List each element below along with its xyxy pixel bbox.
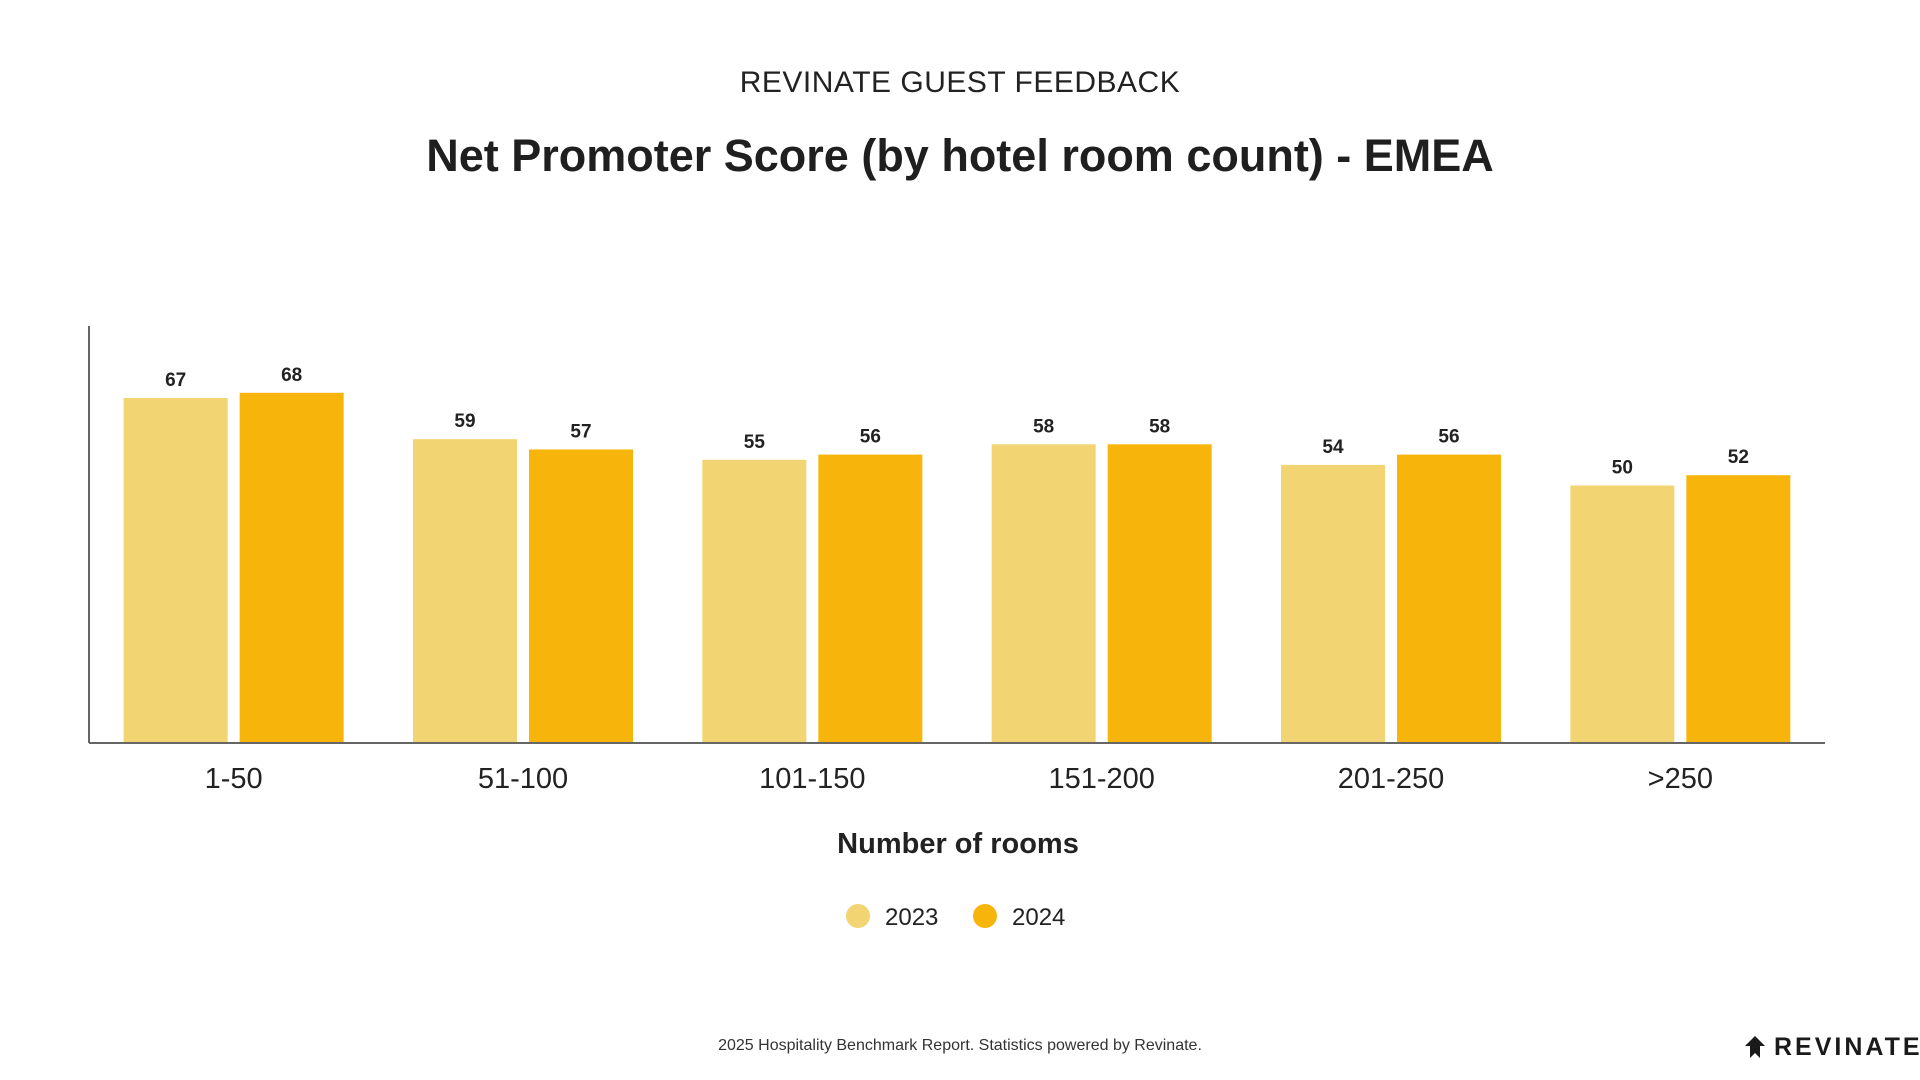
bar-2023-101-150 [702, 459, 807, 743]
data-label: 58 [1149, 416, 1170, 437]
revinate-logo: REVINATE [1744, 1032, 1920, 1061]
legend-label: 2023 [885, 904, 938, 931]
bar-2024-51-100 [529, 449, 633, 743]
data-label: 67 [165, 370, 186, 391]
data-label: 56 [860, 427, 881, 448]
x-axis-label: Number of rooms [837, 828, 1079, 860]
bar-2024-151-200 [1107, 444, 1212, 743]
legend-swatch-2023 [846, 904, 870, 928]
x-tick-label: >250 [1648, 763, 1713, 795]
x-tick-label: 201-250 [1338, 763, 1444, 795]
bar-2023-51-100 [413, 439, 517, 743]
data-label: 55 [744, 432, 766, 453]
data-label: 50 [1612, 458, 1633, 479]
chart-kicker: REVINATE GUEST FEEDBACK [739, 66, 1181, 99]
bar-2024->250 [1686, 475, 1791, 743]
data-label: 57 [570, 421, 591, 442]
data-label: 68 [281, 365, 302, 386]
labels-layer: 67 68 1-50 59 57 51-100 55 56 101-150 58 58 151-200… [165, 365, 1749, 795]
bar-2023-1-50 [123, 397, 228, 743]
bars-layer [123, 392, 1791, 743]
x-tick-label: 151-200 [1048, 763, 1154, 795]
x-tick-label: 101-150 [759, 763, 865, 795]
legend-label: 2024 [1012, 904, 1065, 931]
data-label: 56 [1438, 427, 1459, 448]
bar-2024-101-150 [818, 454, 923, 743]
x-tick-label: 51-100 [478, 763, 568, 795]
chart-title: Net Promoter Score (by hotel room count)… [426, 130, 1494, 181]
logo-wordmark: REVINATE [1774, 1032, 1920, 1061]
bar-2023-201-250 [1281, 464, 1385, 743]
data-label: 58 [1033, 416, 1054, 437]
x-tick-label: 1-50 [205, 763, 263, 795]
data-label: 59 [454, 411, 475, 432]
legend: 2023 2024 [846, 904, 1065, 931]
bar-2024-1-50 [239, 392, 344, 743]
legend-swatch-2024 [973, 904, 997, 928]
footer-note: 2025 Hospitality Benchmark Report. Stati… [718, 1037, 1202, 1054]
revinate-mark-icon [1745, 1036, 1765, 1058]
bar-2023-151-200 [991, 444, 1096, 743]
bar-2023->250 [1570, 485, 1675, 743]
data-label: 52 [1728, 447, 1749, 468]
data-label: 54 [1322, 437, 1344, 458]
bar-2024-201-250 [1397, 454, 1501, 743]
